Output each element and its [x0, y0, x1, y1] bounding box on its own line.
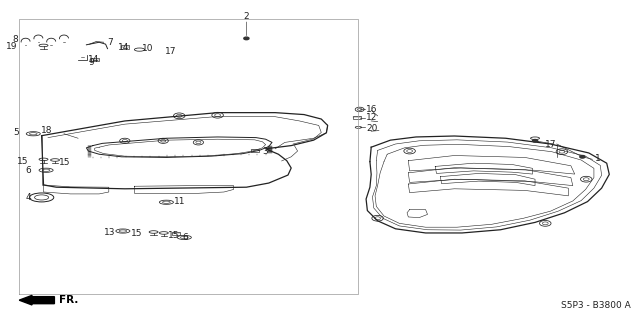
- Text: 11: 11: [174, 197, 186, 206]
- Text: 12: 12: [366, 113, 378, 122]
- Text: 17: 17: [545, 140, 557, 149]
- Text: 14: 14: [118, 43, 130, 52]
- Text: 9: 9: [88, 58, 94, 67]
- Text: 13: 13: [104, 228, 115, 237]
- Text: 18: 18: [41, 126, 52, 135]
- Text: 15: 15: [168, 231, 179, 240]
- Circle shape: [580, 156, 585, 158]
- Text: 15: 15: [131, 229, 142, 238]
- Text: 20: 20: [366, 124, 378, 132]
- Circle shape: [532, 140, 538, 142]
- Text: 15: 15: [17, 157, 29, 166]
- Text: 6: 6: [182, 233, 188, 242]
- Bar: [172, 232, 180, 235]
- Text: 14: 14: [88, 55, 100, 64]
- Text: 5: 5: [13, 128, 19, 137]
- Text: 4: 4: [25, 193, 31, 202]
- Text: 8: 8: [12, 35, 18, 44]
- Bar: [353, 116, 361, 119]
- Text: 1: 1: [595, 154, 601, 163]
- Text: 16: 16: [366, 105, 378, 114]
- Text: 7: 7: [108, 38, 113, 47]
- Text: 6: 6: [25, 166, 31, 175]
- Bar: [251, 149, 259, 152]
- Text: 2: 2: [244, 12, 249, 21]
- Text: 10: 10: [142, 44, 154, 53]
- Text: S5P3 - B3800 A: S5P3 - B3800 A: [561, 301, 630, 310]
- Bar: [121, 45, 129, 49]
- Text: 3: 3: [262, 147, 268, 156]
- Text: 17: 17: [165, 47, 177, 56]
- FancyArrow shape: [19, 295, 54, 305]
- Text: 19: 19: [6, 42, 18, 51]
- Text: FR.: FR.: [59, 295, 78, 305]
- Circle shape: [244, 37, 249, 40]
- Bar: [91, 58, 99, 61]
- Text: 15: 15: [59, 158, 70, 167]
